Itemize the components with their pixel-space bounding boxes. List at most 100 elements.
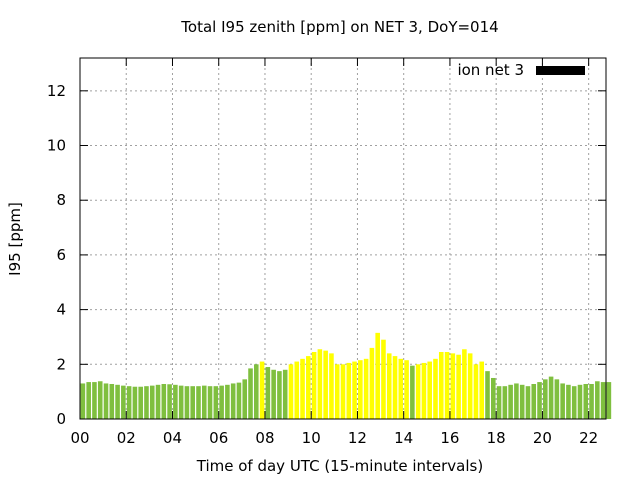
bar (473, 364, 479, 419)
bar (155, 384, 161, 419)
y-tick-label: 0 (56, 410, 66, 428)
x-tick-label: 20 (533, 429, 552, 447)
bar (282, 369, 288, 419)
bar (514, 383, 519, 419)
bar (450, 353, 456, 419)
bar (560, 383, 565, 419)
bar (606, 382, 612, 419)
bar (490, 377, 496, 419)
bar (577, 384, 583, 419)
bar (323, 350, 328, 419)
bar (236, 382, 242, 419)
x-tick-label: 08 (255, 429, 274, 447)
y-tick-label: 4 (56, 301, 66, 319)
x-tick-label: 12 (348, 429, 367, 447)
bar (294, 361, 300, 419)
bar (201, 385, 207, 419)
bar (288, 364, 294, 419)
bar (242, 379, 248, 419)
x-tick-label: 18 (487, 429, 506, 447)
bar (421, 362, 427, 419)
bar (340, 364, 346, 419)
bar (103, 383, 109, 419)
x-tick-label: 02 (117, 429, 136, 447)
bar (173, 384, 178, 419)
legend: ion net 3 (457, 61, 585, 79)
bar (363, 358, 369, 419)
bar (427, 361, 432, 419)
x-tick-label: 14 (394, 429, 413, 447)
bars (80, 332, 612, 419)
bar (311, 351, 317, 419)
bar (589, 383, 594, 419)
bar (149, 385, 155, 419)
bar (485, 371, 490, 419)
bar (334, 364, 340, 419)
plot-frame (79, 57, 607, 420)
bar (462, 349, 467, 419)
bar (456, 354, 461, 419)
y-tick-label: 10 (47, 137, 66, 155)
x-tick-label: 10 (302, 429, 321, 447)
bar (386, 353, 392, 419)
bar (433, 358, 438, 419)
y-tick-label: 6 (56, 246, 66, 264)
bar (595, 381, 600, 419)
bar (566, 384, 571, 419)
legend-swatch (536, 66, 585, 75)
bar (369, 347, 375, 419)
x-tick-label: 04 (163, 429, 182, 447)
bar (219, 385, 224, 419)
bar (109, 383, 115, 419)
y-tick-label: 2 (56, 355, 66, 373)
y-tick-label: 12 (47, 82, 66, 100)
x-axis-label: Time of day UTC (15-minute intervals) (196, 457, 483, 475)
bar (167, 384, 172, 419)
bar (132, 386, 138, 419)
bar (600, 382, 606, 419)
bar (184, 386, 190, 419)
bar (121, 385, 126, 419)
bar (415, 364, 421, 419)
y-tick-label: 8 (56, 191, 66, 209)
x-tick-label: 16 (440, 429, 459, 447)
bar (161, 383, 167, 419)
bar (97, 381, 103, 419)
bar (317, 349, 323, 419)
bar (225, 384, 230, 419)
bar (80, 383, 86, 419)
bar (271, 369, 276, 419)
bar (519, 384, 525, 419)
grid-lines (80, 58, 606, 419)
bar (92, 382, 97, 419)
bar (352, 361, 357, 419)
bar (531, 383, 537, 419)
bar (479, 361, 485, 419)
chart-title: Total I95 zenith [ppm] on NET 3, DoY=014 (180, 18, 498, 36)
bar (381, 339, 386, 419)
bar (358, 360, 363, 419)
x-tick-label: 22 (579, 429, 598, 447)
bar (375, 332, 380, 419)
bar (537, 382, 542, 419)
bar (115, 384, 120, 419)
x-tick-label: 00 (70, 429, 89, 447)
bar (178, 385, 184, 419)
bar (410, 365, 415, 419)
bar (144, 386, 149, 419)
bar (254, 364, 259, 419)
bar (525, 386, 531, 419)
bar (543, 379, 548, 419)
bar (126, 386, 132, 419)
y-axis-label: I95 [ppm] (6, 202, 24, 276)
bar (86, 382, 91, 419)
bar (438, 351, 444, 419)
bar (265, 367, 271, 419)
bar (404, 360, 409, 419)
bar (277, 371, 282, 419)
bar (248, 368, 253, 419)
bar (583, 383, 589, 419)
bar (392, 356, 398, 419)
bar (213, 386, 219, 419)
